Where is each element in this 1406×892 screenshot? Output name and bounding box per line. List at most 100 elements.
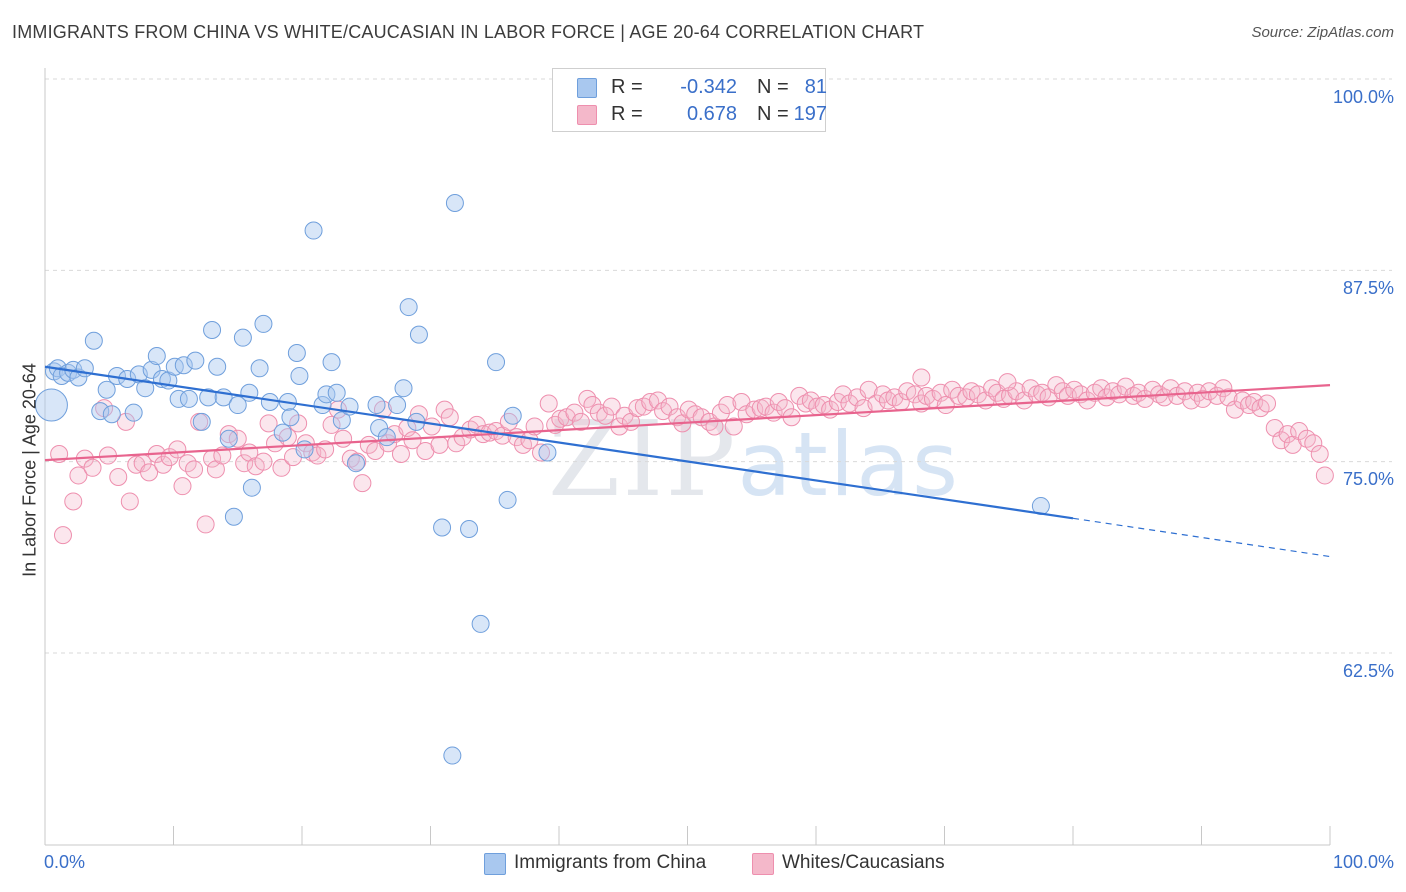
china-point <box>34 388 68 422</box>
whites-point <box>235 454 254 473</box>
china-point <box>219 429 238 448</box>
legend-swatch-china <box>577 78 597 98</box>
whites-point <box>1258 394 1277 413</box>
whites-point <box>1251 399 1270 418</box>
china-point <box>287 343 306 362</box>
whites-point <box>254 452 273 471</box>
china-point <box>260 392 279 411</box>
china-trend-extension <box>1072 517 1331 558</box>
y-tick-label: 87.5% <box>1342 278 1394 298</box>
china-point <box>367 396 386 415</box>
whites-point <box>1092 379 1111 398</box>
china-point <box>445 193 464 212</box>
whites-point <box>859 380 878 399</box>
whites-point <box>1310 445 1329 464</box>
china-point <box>487 353 506 372</box>
watermark-zip: ZIP <box>548 398 738 520</box>
whites-point <box>1155 388 1174 407</box>
china-point <box>224 507 243 526</box>
legend-r-label: R = <box>611 76 643 98</box>
whites-point <box>440 408 459 427</box>
y-tick-label: 100.0% <box>1332 87 1394 107</box>
china-point <box>165 357 184 376</box>
whites-point <box>998 373 1017 392</box>
trend-lines <box>44 365 1331 558</box>
whites-point <box>1225 400 1244 419</box>
chart-title: IMMIGRANTS FROM CHINA VS WHITE/CAUCASIAN… <box>12 22 925 42</box>
china-trend-line <box>44 365 1074 520</box>
whites-point <box>1193 389 1212 408</box>
legend-n-value: 197 <box>793 103 827 125</box>
china-point <box>503 406 522 425</box>
whites-point <box>1233 391 1252 410</box>
china-point <box>203 321 222 340</box>
watermark-atlas: atlas <box>737 413 960 516</box>
china-point <box>460 520 479 539</box>
china-point <box>174 356 193 375</box>
china-point <box>228 396 247 415</box>
china-point <box>281 408 300 427</box>
whites-points <box>50 368 1334 545</box>
whites-point <box>64 492 83 511</box>
china-point <box>254 314 273 333</box>
legend-r-value: -0.342 <box>680 76 737 98</box>
whites-point <box>583 396 602 415</box>
whites-point <box>1297 429 1316 448</box>
legend-n-label: N = <box>757 103 789 125</box>
whites-point <box>718 396 737 415</box>
china-point <box>370 418 389 437</box>
china-point <box>471 614 490 633</box>
china-point <box>394 379 413 398</box>
china-point <box>409 325 428 344</box>
whites-point <box>219 425 238 444</box>
whites-point <box>69 466 88 485</box>
whites-point <box>833 385 852 404</box>
china-point <box>136 379 155 398</box>
whites-point <box>373 400 392 419</box>
whites-point <box>116 412 135 431</box>
whites-point <box>1175 382 1194 401</box>
whites-point <box>173 477 192 496</box>
whites-point <box>724 417 743 436</box>
china-point <box>192 412 211 431</box>
china-point <box>179 389 198 408</box>
whites-point <box>1304 434 1323 453</box>
whites-point <box>936 396 955 415</box>
whites-point <box>334 429 353 448</box>
whites-point <box>53 526 72 545</box>
china-point <box>332 411 351 430</box>
china-point <box>233 328 252 347</box>
whites-point <box>322 415 341 434</box>
china-point <box>84 331 103 350</box>
whites-point <box>1240 396 1259 415</box>
china-point <box>346 454 365 473</box>
legend-r-label: R = <box>611 103 643 125</box>
whites-point <box>814 396 833 415</box>
whites-point <box>83 458 102 477</box>
whites-point <box>873 385 892 404</box>
correlation-legend: R = -0.342 N = 81 R = 0.678 N = 197 <box>552 68 827 132</box>
y-tick-label: 62.5% <box>1342 661 1394 681</box>
legend-label-whites: Whites/Caucasians <box>782 852 945 873</box>
whites-trend-line <box>44 384 1331 462</box>
whites-point <box>796 394 815 413</box>
source-label: Source: ZipAtlas.com <box>1251 24 1394 41</box>
china-point <box>242 478 261 497</box>
china-point <box>186 351 205 370</box>
whites-point <box>571 412 590 431</box>
china-point <box>142 360 161 379</box>
china-point <box>327 383 346 402</box>
whites-point <box>1007 382 1026 401</box>
china-point <box>273 423 292 442</box>
whites-point <box>391 445 410 464</box>
legend-label-china: Immigrants from China <box>514 852 707 873</box>
whites-point <box>259 414 278 433</box>
legend-n-value: 81 <box>804 76 827 98</box>
whites-point <box>1085 383 1104 402</box>
china-point <box>124 403 143 422</box>
whites-point <box>120 492 139 511</box>
china-point <box>250 359 269 378</box>
x-tick-label: 0.0% <box>44 852 86 872</box>
china-point <box>147 347 166 366</box>
y-axis-label: In Labor Force | Age 20-64 <box>19 363 40 577</box>
